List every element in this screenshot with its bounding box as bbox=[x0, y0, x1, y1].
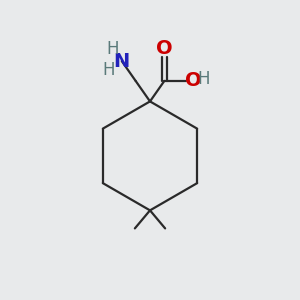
Text: H: H bbox=[102, 61, 115, 79]
Text: O: O bbox=[156, 39, 173, 58]
Text: H: H bbox=[197, 70, 210, 88]
Text: N: N bbox=[114, 52, 130, 70]
Text: H: H bbox=[106, 40, 118, 58]
Text: O: O bbox=[184, 71, 201, 90]
